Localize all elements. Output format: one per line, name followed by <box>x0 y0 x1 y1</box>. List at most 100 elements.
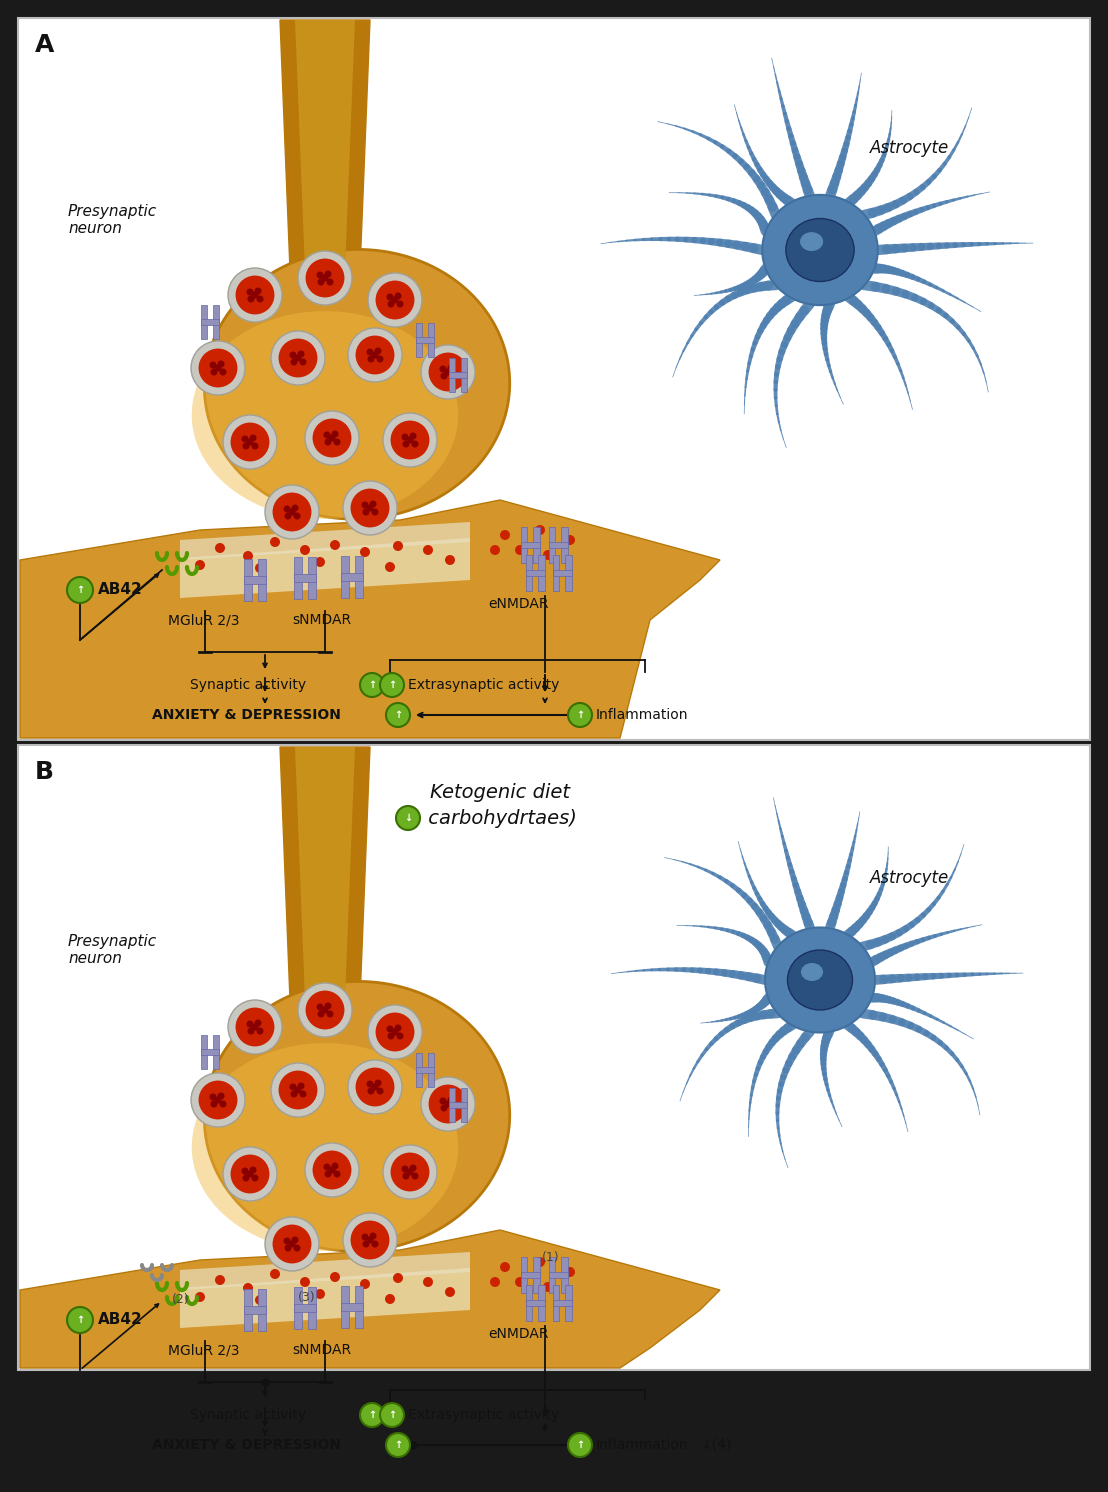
Circle shape <box>295 355 301 361</box>
Circle shape <box>401 434 409 440</box>
Text: MGluR 2/3: MGluR 2/3 <box>168 613 239 627</box>
Polygon shape <box>179 539 470 598</box>
Polygon shape <box>308 1288 316 1329</box>
Text: Extrasynaptic activity: Extrasynaptic activity <box>408 1408 560 1422</box>
Circle shape <box>361 1234 369 1240</box>
Circle shape <box>294 1244 300 1252</box>
Circle shape <box>450 373 456 379</box>
Polygon shape <box>428 322 434 357</box>
Text: B: B <box>35 759 54 783</box>
Circle shape <box>371 509 379 516</box>
Circle shape <box>215 364 222 372</box>
Circle shape <box>330 540 340 551</box>
Circle shape <box>388 1032 394 1040</box>
Text: eNMDAR: eNMDAR <box>488 1326 548 1341</box>
Circle shape <box>343 1213 397 1267</box>
Circle shape <box>393 542 403 551</box>
Circle shape <box>211 1101 217 1107</box>
Polygon shape <box>521 1271 540 1279</box>
Circle shape <box>299 358 307 366</box>
Circle shape <box>410 1164 417 1171</box>
Circle shape <box>217 1092 225 1100</box>
Circle shape <box>289 1083 297 1091</box>
Circle shape <box>243 1283 253 1294</box>
Polygon shape <box>244 1306 266 1314</box>
Circle shape <box>300 545 310 555</box>
Circle shape <box>568 1432 592 1458</box>
Circle shape <box>411 440 419 448</box>
Circle shape <box>565 536 575 545</box>
Polygon shape <box>537 1285 544 1320</box>
Circle shape <box>317 272 324 279</box>
Polygon shape <box>525 1285 532 1320</box>
Ellipse shape <box>788 950 852 1010</box>
Text: Astrocyte: Astrocyte <box>870 139 950 157</box>
Circle shape <box>305 1143 359 1197</box>
Polygon shape <box>294 1304 316 1311</box>
Polygon shape <box>294 574 316 582</box>
Circle shape <box>246 1021 254 1028</box>
Circle shape <box>217 361 225 367</box>
Circle shape <box>198 349 237 388</box>
Circle shape <box>252 1174 258 1182</box>
Circle shape <box>321 275 328 282</box>
Circle shape <box>256 1028 264 1034</box>
Circle shape <box>362 1240 369 1247</box>
Polygon shape <box>204 982 510 1252</box>
Polygon shape <box>565 555 572 591</box>
Circle shape <box>543 1282 553 1292</box>
Polygon shape <box>553 1285 560 1320</box>
Polygon shape <box>204 249 510 519</box>
Text: (3): (3) <box>298 1292 316 1304</box>
Circle shape <box>288 1240 296 1247</box>
Polygon shape <box>461 1088 466 1122</box>
Circle shape <box>297 351 305 358</box>
Polygon shape <box>20 500 720 739</box>
Circle shape <box>300 1277 310 1288</box>
Polygon shape <box>258 560 266 601</box>
Circle shape <box>298 251 352 304</box>
Circle shape <box>441 1104 448 1112</box>
Circle shape <box>195 1292 205 1303</box>
Polygon shape <box>179 1252 470 1291</box>
Polygon shape <box>201 1035 207 1070</box>
Circle shape <box>331 1162 339 1170</box>
Circle shape <box>249 1167 257 1174</box>
Circle shape <box>256 295 264 303</box>
Polygon shape <box>537 555 544 591</box>
Circle shape <box>312 1150 351 1189</box>
Circle shape <box>297 1083 305 1089</box>
Polygon shape <box>561 1256 567 1294</box>
Circle shape <box>271 1062 325 1118</box>
Circle shape <box>383 1144 437 1200</box>
Text: ↑: ↑ <box>76 1314 84 1325</box>
Circle shape <box>375 1080 381 1086</box>
Circle shape <box>401 1165 409 1173</box>
Circle shape <box>371 1083 379 1091</box>
Circle shape <box>356 1068 394 1107</box>
Circle shape <box>368 1006 422 1059</box>
Circle shape <box>265 485 319 539</box>
Circle shape <box>299 1091 307 1098</box>
Circle shape <box>273 492 311 531</box>
Circle shape <box>278 339 317 377</box>
Circle shape <box>284 506 290 513</box>
Circle shape <box>407 437 413 443</box>
Circle shape <box>380 673 404 697</box>
Polygon shape <box>213 1035 219 1070</box>
Polygon shape <box>18 18 1090 740</box>
Circle shape <box>289 352 297 358</box>
Circle shape <box>423 1277 433 1288</box>
Circle shape <box>219 369 226 376</box>
Circle shape <box>298 983 352 1037</box>
Circle shape <box>327 279 334 285</box>
Polygon shape <box>201 319 219 325</box>
Text: ↑: ↑ <box>368 1410 376 1420</box>
Circle shape <box>375 348 381 355</box>
Circle shape <box>278 1071 317 1110</box>
Circle shape <box>291 504 298 512</box>
Polygon shape <box>295 747 355 1000</box>
Text: ↑: ↑ <box>576 710 584 721</box>
Circle shape <box>243 1174 249 1182</box>
Circle shape <box>367 349 373 355</box>
